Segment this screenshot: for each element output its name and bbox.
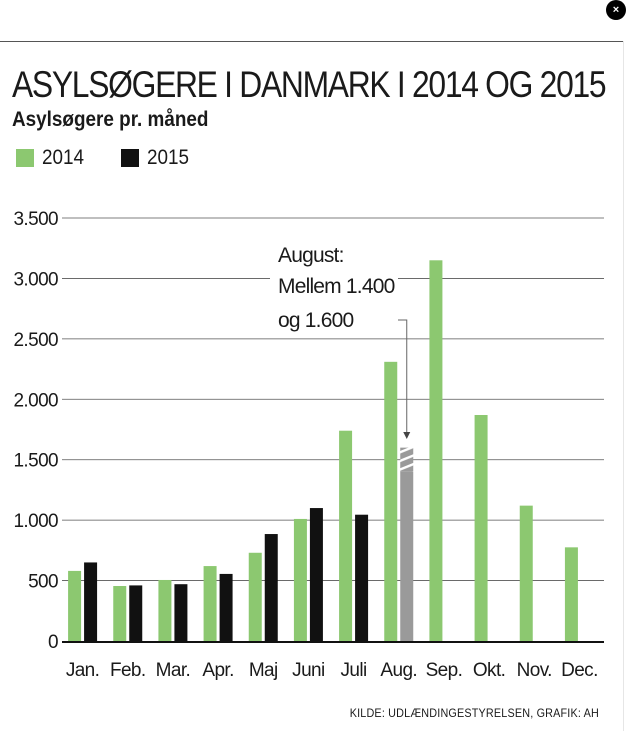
annotation-line: August: [278,244,344,267]
bar-2014 [248,552,262,641]
bar-2015 [355,514,369,641]
frame-border [623,41,624,731]
y-tick-label: 0 [48,632,58,653]
y-axis: 0 500 1.000 1.500 2.000 2.500 3.000 3.500 [13,209,58,653]
legend-label-2015: 2015 [146,146,189,169]
bar-2014 [113,586,127,641]
x-tick-label: Sep. [426,660,463,681]
bar-2015 [309,508,323,641]
y-tick-label: 3.000 [13,269,58,290]
legend: 2014 2015 [16,146,225,170]
header-rule [0,41,623,42]
legend-swatch-2015 [120,149,139,167]
chart-subtitle: Asylsøgere pr. måned [12,108,209,131]
bar-2014 [429,260,443,641]
legend-label-2014: 2014 [42,146,85,169]
bar-2014 [339,430,353,641]
annotation-background [270,238,398,336]
y-tick-label: 2.500 [13,330,58,351]
bar-2015 [219,573,233,641]
bar-2015 [84,562,98,641]
bar-2015 [264,534,278,641]
close-icon: × [612,4,620,16]
x-tick-label: Jan. [66,660,100,681]
bar-2015-estimate-range [400,447,414,472]
bar-2014 [384,361,398,641]
bars [68,260,578,641]
x-tick-label: Juli [341,660,367,681]
bar-2014 [564,547,578,641]
source-credit: KILDE: UDLÆNDINGESTYRELSEN, GRAFIK: AH [349,706,599,720]
bar-2015 [174,584,188,641]
x-tick-label: Mar. [156,660,191,681]
x-tick-label: Apr. [202,660,233,681]
chart-title: ASYLSØGERE I DANMARK I 2014 OG 2015 [12,64,607,105]
gridlines [62,217,604,643]
y-tick-label: 1.500 [13,451,58,472]
y-tick-label: 3.500 [13,209,58,230]
close-button[interactable]: × [606,0,626,20]
y-tick-label: 2.000 [13,390,58,411]
legend-swatch-2014 [16,149,34,167]
bar-2014 [293,518,307,641]
bar-2014 [203,566,217,641]
bar-2014 [68,570,82,641]
bar-2015-estimate [400,471,414,641]
legend-item-2015: 2015 [120,146,194,170]
x-tick-label: Feb. [110,660,146,681]
annotation-arrow [403,432,411,439]
y-tick-label: 1.000 [13,511,58,532]
x-tick-label: Juni [292,660,324,681]
bar-2014 [474,414,488,641]
legend-item-2014: 2014 [16,146,89,170]
y-tick-label: 500 [28,572,58,593]
bar-2015 [129,585,143,641]
x-tick-label: Okt. [473,660,505,681]
annotation: August: Mellem 1.400 og 1.600 [270,238,411,439]
bar-2014 [158,579,172,641]
x-tick-label: Aug. [380,660,417,681]
bar-2014 [519,505,533,641]
x-axis: Jan. Feb. Mar. Apr. Maj Juni Juli Aug. Sep. Okt. N… [66,660,599,681]
annotation-line: Mellem 1.400 [278,275,395,298]
x-tick-label: Nov. [517,660,552,681]
x-tick-label: Dec. [561,660,598,681]
annotation-line: og 1.600 [278,309,353,332]
x-tick-label: Maj [249,660,278,681]
